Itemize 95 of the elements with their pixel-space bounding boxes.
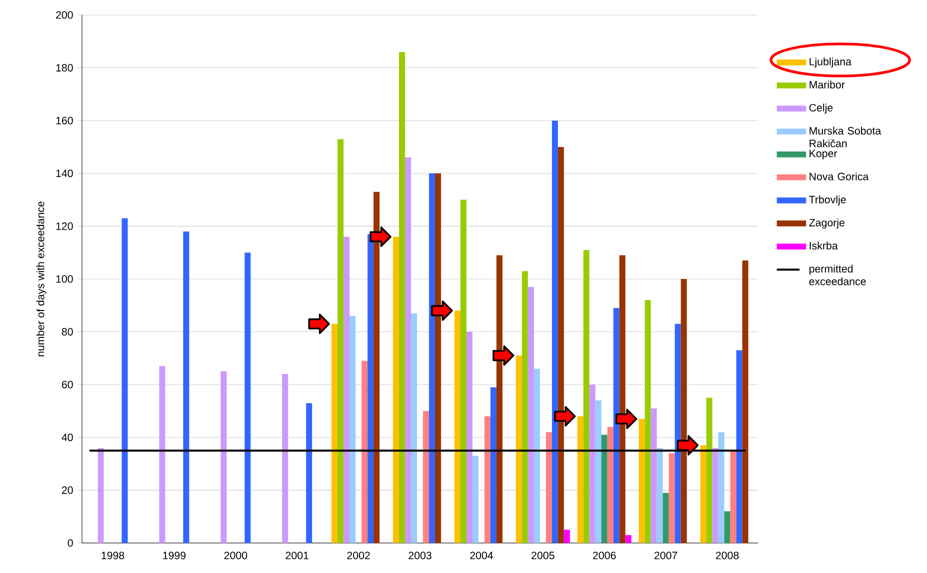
bar xyxy=(564,530,570,543)
bar xyxy=(484,416,490,543)
bar xyxy=(454,310,460,543)
y-tick-label: 0 xyxy=(68,539,73,547)
x-tick-label: 2002 xyxy=(347,552,370,560)
legend-label: Iskrba xyxy=(810,242,838,250)
x-tick-label: 2008 xyxy=(716,552,739,560)
bar xyxy=(534,368,540,543)
legend-label: Murska Sobota Rakičan xyxy=(810,126,882,148)
bar xyxy=(706,398,712,543)
bar xyxy=(730,450,736,543)
bar xyxy=(393,236,400,543)
bar xyxy=(662,492,669,543)
y-tick-label: 180 xyxy=(56,64,73,72)
bar xyxy=(680,278,687,543)
bar xyxy=(362,360,368,543)
x-tick-label: 1998 xyxy=(102,552,124,560)
y-tick-label: 100 xyxy=(56,275,73,283)
bar xyxy=(583,250,590,543)
bar xyxy=(405,158,412,543)
bar xyxy=(183,231,190,543)
bar xyxy=(244,252,251,543)
legend-label: Celje xyxy=(809,104,833,114)
bar xyxy=(332,324,338,543)
bar xyxy=(399,52,406,543)
bar xyxy=(546,432,552,543)
bar xyxy=(558,146,564,543)
bar xyxy=(350,316,356,543)
bar xyxy=(423,410,430,543)
bar xyxy=(466,332,472,543)
bar xyxy=(490,387,496,543)
bar xyxy=(736,350,742,543)
y-tick-label: 140 xyxy=(56,170,73,178)
bar xyxy=(338,139,344,543)
bar xyxy=(589,384,596,543)
y-tick-label: 200 xyxy=(56,11,73,19)
bar xyxy=(625,535,632,543)
bar xyxy=(613,308,620,543)
x-tick-label: 2005 xyxy=(532,552,554,560)
legend-label: Maribor xyxy=(810,80,845,88)
y-tick-label: 160 xyxy=(56,116,73,124)
bar xyxy=(98,448,104,543)
legend-label: Koper xyxy=(810,150,838,160)
bar xyxy=(306,403,312,543)
bar xyxy=(650,408,657,543)
bar xyxy=(724,511,730,543)
x-tick-label: 2006 xyxy=(593,552,616,560)
x-tick-label: 2000 xyxy=(224,552,248,560)
bar xyxy=(496,255,502,543)
bar xyxy=(411,313,418,543)
bar xyxy=(718,432,724,543)
legend-label: permitted exceedance xyxy=(809,264,866,286)
x-tick-label: 1999 xyxy=(163,552,186,560)
bar xyxy=(429,173,436,543)
legend-label: Trbovlje xyxy=(809,196,846,206)
bar xyxy=(601,434,608,543)
legend-label: Zagorje xyxy=(809,218,844,229)
y-tick-label: 60 xyxy=(62,380,73,388)
x-tick-label: 2004 xyxy=(470,552,494,560)
bar xyxy=(644,300,651,543)
bar xyxy=(122,218,128,543)
bar xyxy=(516,356,522,543)
y-tick-label: 40 xyxy=(62,434,73,442)
bar xyxy=(435,173,442,543)
bar xyxy=(595,400,602,543)
bar xyxy=(460,200,466,543)
y-tick-label: 20 xyxy=(62,486,73,494)
y-axis-title: number of days with exceedance xyxy=(36,202,46,356)
x-tick-label: 2001 xyxy=(286,552,308,560)
bar xyxy=(712,448,718,543)
bar xyxy=(668,453,675,543)
bar xyxy=(674,324,681,543)
legend-label: Nova Gorica xyxy=(810,172,869,180)
bar xyxy=(522,271,528,543)
x-tick-label: 2003 xyxy=(408,552,432,560)
y-tick-label: 120 xyxy=(56,222,73,230)
y-tick-label: 80 xyxy=(62,328,73,336)
bar xyxy=(656,448,663,543)
bar xyxy=(742,260,748,543)
legend-label: Ljubljana xyxy=(810,58,852,68)
bar xyxy=(619,255,626,543)
bar xyxy=(368,234,374,543)
x-tick-label: 2007 xyxy=(654,552,678,560)
bar xyxy=(638,418,645,543)
bar xyxy=(552,120,558,543)
bar xyxy=(472,456,478,543)
bar xyxy=(577,416,584,543)
bar xyxy=(282,374,288,543)
bar xyxy=(374,192,380,543)
bar xyxy=(344,236,350,543)
bar xyxy=(220,371,227,543)
bar xyxy=(159,366,166,543)
bar xyxy=(607,426,614,543)
bar xyxy=(528,286,534,543)
bar xyxy=(700,445,706,543)
